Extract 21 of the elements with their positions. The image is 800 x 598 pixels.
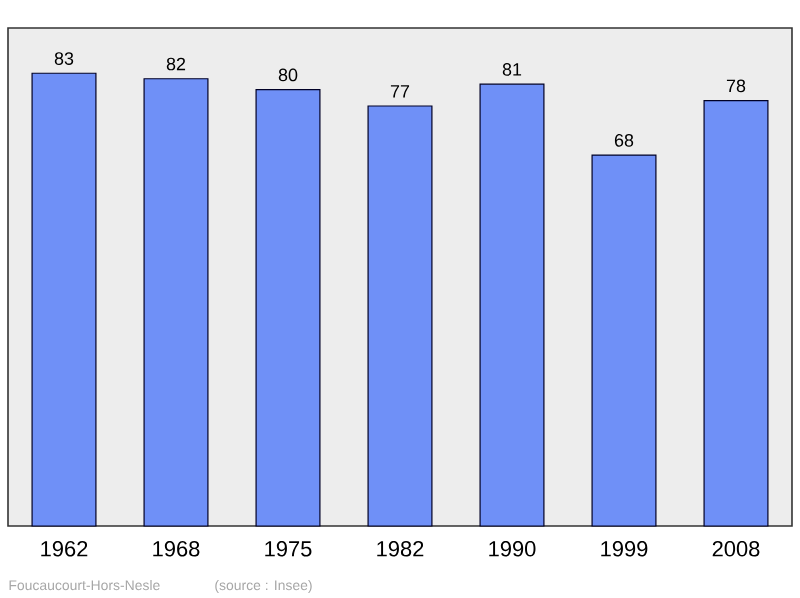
data-label: 80: [278, 68, 298, 82]
x-tick-label: 1982: [377, 541, 424, 557]
data-label: 83: [54, 52, 74, 65]
data-label: 78: [726, 79, 746, 93]
bar: [143, 78, 209, 527]
x-tick-label: 1975: [265, 541, 312, 557]
data-label: 81: [502, 63, 522, 76]
bar: [255, 89, 321, 527]
x-tick-label: 1962: [41, 541, 88, 557]
data-label: 82: [166, 57, 186, 71]
bar: [31, 72, 97, 527]
x-tick-label: 1968: [153, 541, 200, 557]
x-tick-label: 1999: [601, 541, 648, 557]
x-tick-label: 2008: [712, 541, 760, 557]
data-label: 68: [614, 133, 634, 147]
bar: [703, 99, 769, 527]
data-label: 77: [390, 85, 410, 98]
bar: [479, 83, 545, 527]
x-tick-label: 1990: [489, 541, 536, 557]
bar: [367, 105, 433, 527]
bar: [591, 154, 657, 527]
